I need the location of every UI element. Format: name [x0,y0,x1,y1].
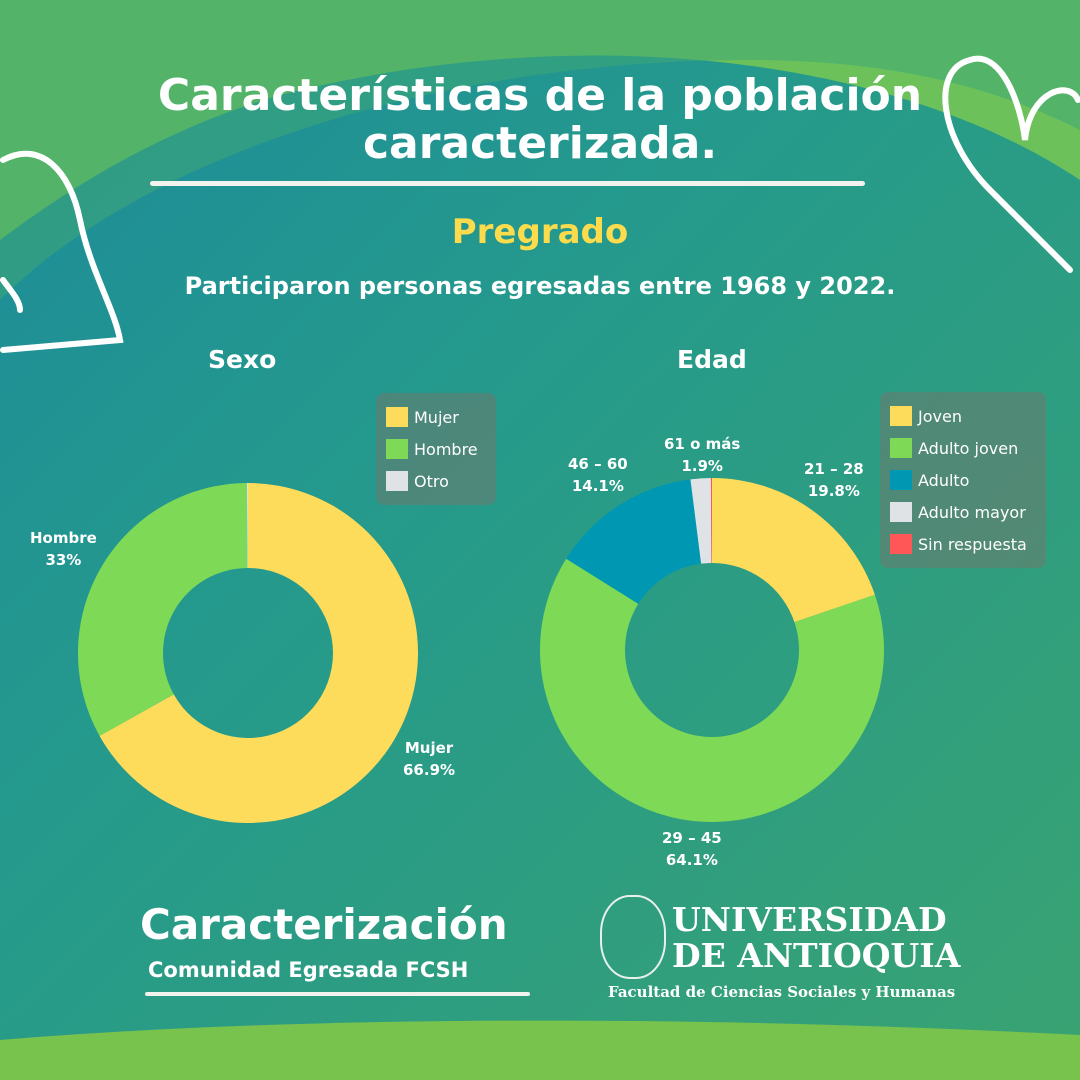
data-label-29-45: 29 – 45 64.1% [662,829,722,869]
donut-slice-adulto-joven [539,558,884,823]
legend-label: Otro [414,471,449,491]
title-line-2: caracterizada. [362,118,718,169]
legend-swatch [890,438,912,458]
legend-swatch [386,471,408,491]
donut-slice-mujer [99,483,418,823]
legend-label: Joven [918,406,962,426]
university-name: UNIVERSIDAD DE ANTIOQUIA [672,900,961,975]
legend-item: Adulto mayor [890,496,1036,528]
donut-slice-joven [712,478,875,623]
legend-swatch [386,407,408,427]
legend-swatch [890,470,912,490]
brand-underline [145,992,530,996]
legend-item: Otro [386,465,486,497]
data-label-46-60: 46 – 60 14.1% [568,455,628,495]
brand-subtitle: Comunidad Egresada FCSH [148,958,469,982]
donut-slice-adulto [566,479,702,604]
legend-item: Mujer [386,401,486,433]
legend-label: Adulto [918,470,970,490]
title-line-1: Características de la población [157,70,923,121]
legend-edad: Joven Adulto joven Adulto Adulto mayor Sin r… [880,392,1046,568]
legend-swatch [386,439,408,459]
legend-label: Mujer [414,407,459,427]
legend-sexo: Mujer Hombre Otro [376,393,496,505]
data-label-61-mas: 61 o más 1.9% [664,435,741,475]
legend-swatch [890,534,912,554]
legend-label: Adulto mayor [918,502,1026,522]
faculty-name: Facultad de Ciencias Sociales y Humanas [608,983,956,1001]
heart-doodle-icon [942,55,1080,273]
legend-label: Adulto joven [918,438,1019,458]
donut-slice-hombre [77,483,248,736]
legend-item: Adulto [890,464,1036,496]
legend-item: Joven [890,400,1036,432]
subtitle: Pregrado [451,212,629,252]
legend-label: Sin respuesta [918,534,1027,554]
page-title: Características de la población caracter… [0,72,1080,168]
heart-doodle-icon [0,150,124,353]
decorative-swoosh [0,1020,1080,1080]
donut-slice-adulto-mayor [690,478,712,564]
brand-title: Caracterización [140,900,508,949]
legend-item: Adulto joven [890,432,1036,464]
donut-slice-sin-respuesta [710,478,712,564]
legend-label: Hombre [414,439,478,459]
university-seal-logo [600,895,666,979]
data-label-21-28: 21 – 28 19.8% [804,460,864,500]
decorative-swoosh [0,0,1080,300]
data-label-hombre: Hombre 33% [30,529,97,569]
description: Participaron personas egresadas entre 19… [184,272,896,300]
data-label-mujer: Mujer 66.9% [403,739,456,779]
chart-title-sexo: Sexo [208,345,277,374]
title-underline [150,181,865,186]
legend-swatch [890,406,912,426]
legend-item: Hombre [386,433,486,465]
legend-item: Sin respuesta [890,528,1036,560]
donut-slice-otro [246,483,248,569]
legend-swatch [890,502,912,522]
chart-title-edad: Edad [677,345,747,374]
